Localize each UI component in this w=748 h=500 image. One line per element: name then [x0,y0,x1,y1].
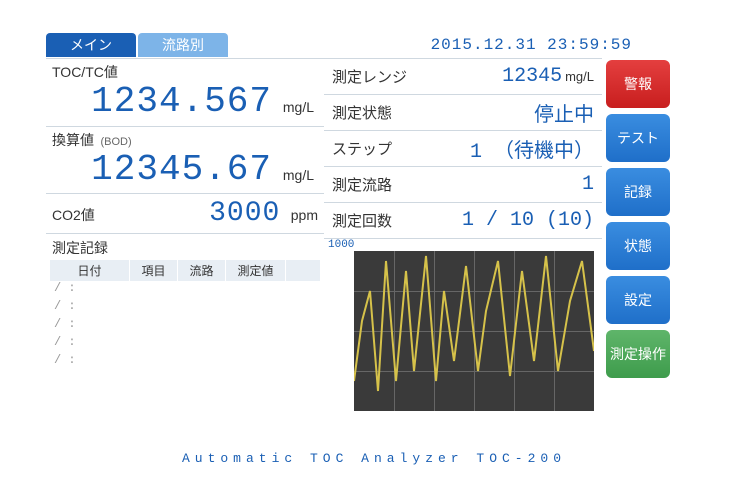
log-col-chan: 流路 [178,260,226,281]
conv-unit: mg/L [283,168,314,183]
info-value: 12345mg/L [502,65,594,88]
info-label: 測定回数 [332,210,392,231]
info-row-2: ステップ 1 （待機中） [324,130,602,166]
conv-value: 12345.67 mg/L [52,150,318,190]
log-col-date: 日付 [50,260,130,281]
tab-channels[interactable]: 流路別 [138,33,228,57]
info-label: ステップ [332,138,392,159]
conv-sublabel: (BOD) [100,136,131,148]
top-bar: メイン 流路別 2015.12.31 23:59:59 [46,32,702,58]
info-label: 測定状態 [332,102,392,123]
info-label: 測定レンジ [332,66,407,87]
test-button[interactable]: テスト [606,114,670,162]
log-rows: / : / : / : / : / : [50,281,320,371]
log-col-item: 項目 [130,260,178,281]
left-column: TOC/TC値 1234.567 mg/L 換算値 (BOD) 12345.67… [46,58,324,420]
co2-value: 3000 [209,198,280,229]
info-value: 1 （待機中） [470,134,594,164]
footer-label: Automatic TOC Analyzer TOC-200 [46,451,702,466]
co2-panel: CO2値 3000 ppm [46,193,324,233]
log-title: 測定記録 [50,236,320,260]
log-row: / : [50,335,320,353]
conv-value-number: 12345.67 [91,149,272,190]
alarm-button[interactable]: 警報 [606,60,670,108]
clock: 2015.12.31 23:59:59 [431,36,632,54]
info-row-4: 測定回数 1 / 10 (10) [324,202,602,238]
log-panel: 測定記録 日付 項目 流路 測定値 / : / : / : / : / : [46,233,324,371]
toc-unit: mg/L [283,100,314,115]
settings-button[interactable]: 設定 [606,276,670,324]
conv-label: 換算値 [52,132,94,148]
log-header: 日付 項目 流路 測定値 [50,260,320,281]
tab-main[interactable]: メイン [46,33,136,57]
chart-ymax: 1000 [328,239,354,251]
toc-panel: TOC/TC値 1234.567 mg/L [46,58,324,126]
conv-panel: 換算値 (BOD) 12345.67 mg/L [46,126,324,194]
info-label: 測定流路 [332,174,392,195]
chart [354,251,594,411]
info-value: 1 [582,173,594,196]
info-row-3: 測定流路 1 [324,166,602,202]
toc-label: TOC/TC値 [52,62,318,82]
toc-value-number: 1234.567 [91,81,272,122]
info-value: 停止中 [534,98,594,128]
co2-label: CO2値 [52,205,95,225]
chart-line [354,251,594,411]
info-unit: mg/L [565,69,594,84]
status-button[interactable]: 状態 [606,222,670,270]
mid-column: 測定レンジ 12345mg/L 測定状態 停止中ステップ 1 （待機中） 測定流路 1 測定回… [324,58,602,420]
info-row-1: 測定状態 停止中 [324,94,602,130]
log-row: / : [50,353,320,371]
info-value: 1 / 10 (10) [462,209,594,232]
log-row: / : [50,299,320,317]
log-col-value: 測定値 [226,260,286,281]
record-button[interactable]: 記録 [606,168,670,216]
info-row-0: 測定レンジ 12345mg/L [324,58,602,94]
measure-button[interactable]: 測定操作 [606,330,670,378]
log-row: / : [50,317,320,335]
co2-unit: ppm [291,207,318,223]
device-screen: メイン 流路別 2015.12.31 23:59:59 TOC/TC値 1234… [46,32,702,468]
button-column: 警報テスト記録状態設定測定操作 [602,58,670,420]
chart-panel: 1000 [324,238,602,420]
log-row: / : [50,281,320,299]
toc-value: 1234.567 mg/L [52,82,318,122]
